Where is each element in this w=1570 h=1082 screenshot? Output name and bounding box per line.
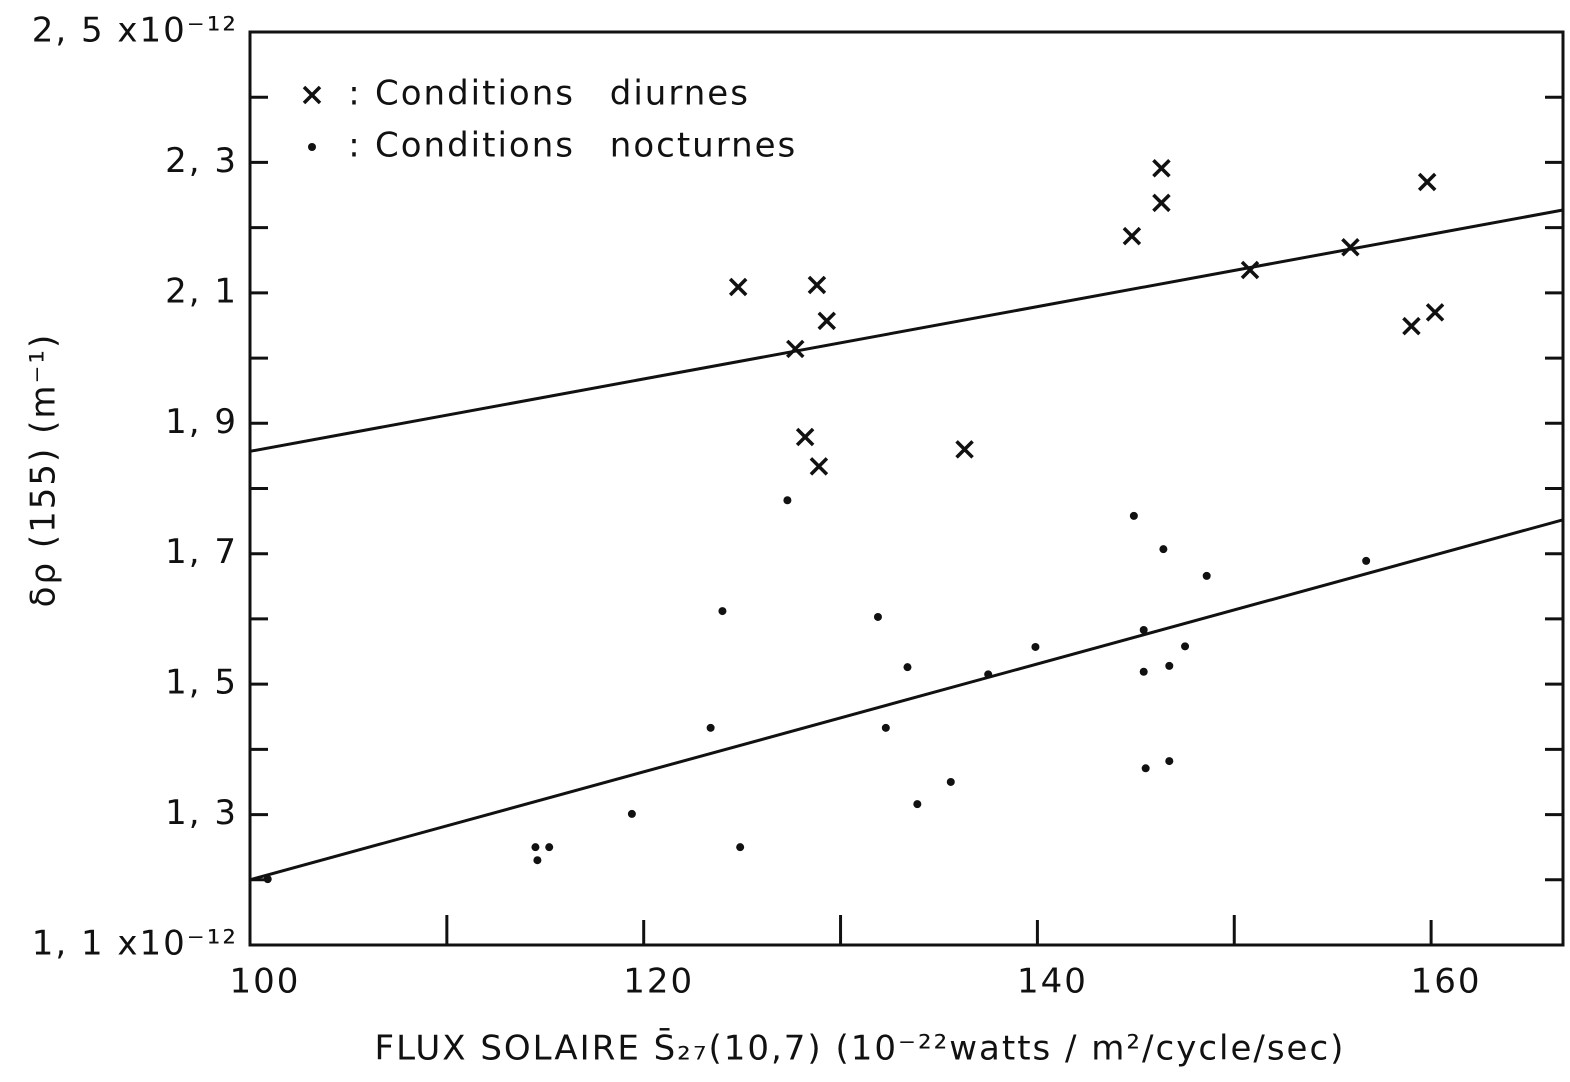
data-point	[1362, 556, 1371, 565]
data-point	[736, 843, 745, 852]
x-tick-label: 140	[1017, 962, 1088, 1002]
data-point	[1417, 172, 1437, 192]
x-tick-label: 160	[1411, 962, 1482, 1002]
data-point	[913, 800, 922, 809]
data-point	[263, 875, 272, 884]
data-point	[1341, 237, 1360, 257]
data-point	[984, 670, 993, 679]
y-tick-label: 1, 9	[165, 402, 238, 442]
data-point	[1031, 642, 1040, 651]
y-axis-label: δρ (155) (m⁻¹)	[24, 333, 64, 608]
data-point	[1152, 193, 1171, 213]
y-tick-label: 1, 5	[165, 663, 238, 703]
data-point	[1122, 226, 1142, 246]
legend-label: Conditions nocturnes	[375, 126, 797, 166]
y-tick-label: 1, 3	[165, 793, 238, 833]
data-point	[873, 612, 882, 621]
legend-marker	[302, 85, 322, 105]
y-tick-label: 2, 5 x10⁻¹²	[32, 11, 238, 51]
data-point	[1159, 545, 1168, 554]
data-point	[807, 275, 827, 295]
data-point	[955, 440, 974, 459]
data-point	[1425, 303, 1445, 322]
data-point	[1240, 260, 1260, 280]
legend-marker	[308, 143, 316, 151]
x-tick-label: 100	[230, 962, 301, 1002]
legend-colon: :	[348, 74, 361, 114]
data-point	[1165, 757, 1174, 766]
data-point	[1202, 571, 1211, 580]
y-tick-label: 2, 1	[165, 271, 238, 311]
fit-line	[249, 518, 1564, 882]
y-tick-label: 2, 3	[165, 141, 238, 181]
x-tick-label: 120	[623, 962, 694, 1002]
data-point	[881, 723, 890, 732]
data-point	[817, 311, 837, 331]
data-point	[706, 723, 715, 732]
data-point	[718, 607, 727, 616]
data-point	[1139, 626, 1148, 635]
data-point	[809, 457, 829, 476]
data-point	[1152, 159, 1171, 178]
data-point	[946, 777, 955, 786]
legend-colon: :	[348, 126, 361, 166]
data-point	[728, 277, 748, 297]
data-point	[1402, 316, 1421, 336]
legend-label: Conditions diurnes	[375, 74, 750, 114]
data-point	[533, 856, 542, 865]
data-point	[786, 339, 805, 359]
data-point	[1129, 511, 1138, 520]
data-point	[1139, 667, 1148, 676]
data-point	[545, 843, 554, 852]
data-point	[531, 843, 540, 852]
data-point	[1141, 764, 1150, 773]
data-point	[795, 427, 815, 447]
y-tick-label: 1, 7	[165, 532, 238, 572]
plot-frame	[248, 30, 1565, 947]
data-point	[1165, 661, 1174, 670]
data-point	[783, 496, 792, 505]
data-point	[903, 663, 912, 672]
x-axis-label: FLUX SOLAIRE S̄₂₇(10,7) (10⁻²²watts / m²…	[375, 1027, 1346, 1068]
data-point	[627, 809, 636, 818]
y-tick-label: 1, 1 x10⁻¹²	[32, 924, 238, 964]
data-point	[1181, 642, 1190, 651]
fit-line	[249, 208, 1564, 453]
